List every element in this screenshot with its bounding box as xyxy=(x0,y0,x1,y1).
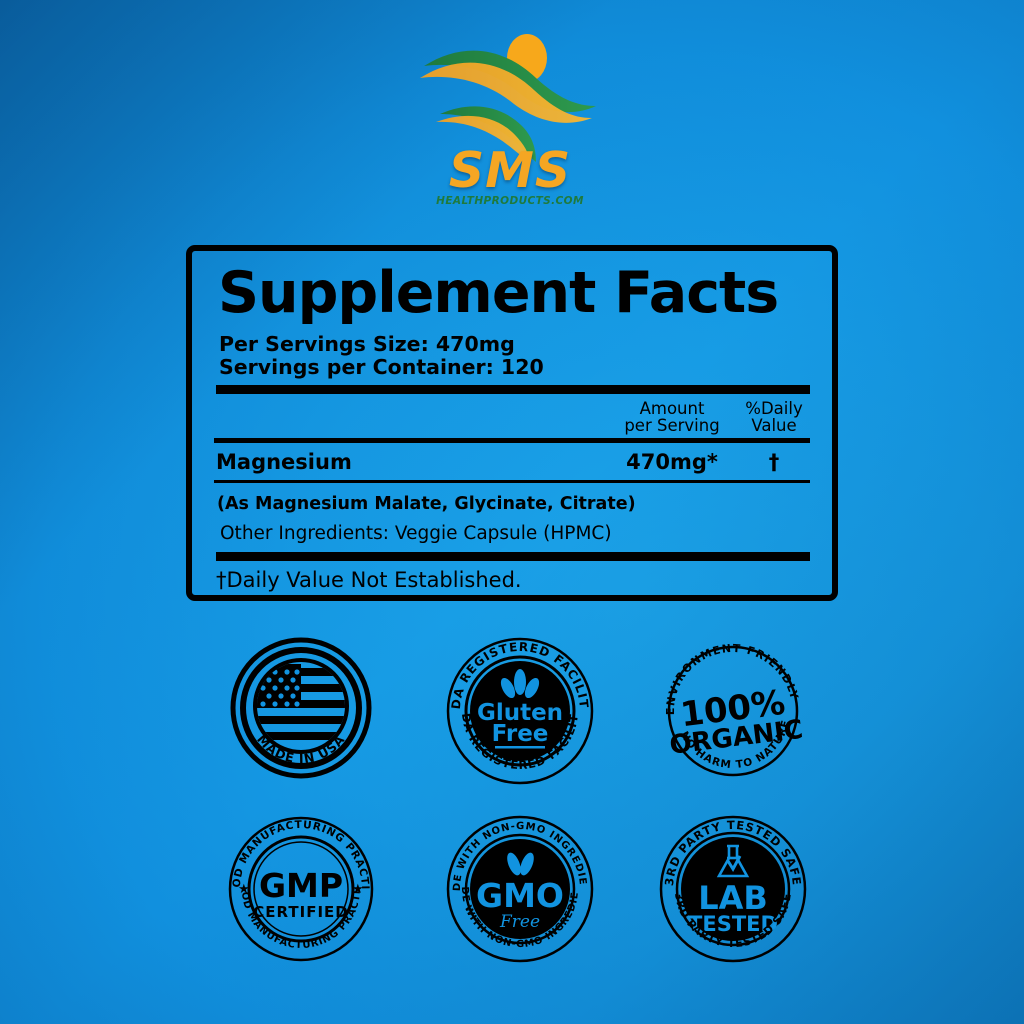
serving-info: Per Servings Size: 470mg Servings per Co… xyxy=(206,333,818,379)
footnote: †Daily Value Not Established. xyxy=(216,568,522,593)
nutrient-daily-value: † xyxy=(768,449,780,474)
source-note: (As Magnesium Malate, Glycinate, Citrate… xyxy=(217,494,636,515)
gmo-free-seal-icon: GMO Free MADE WITH NON-GMO INGREDIENTS M… xyxy=(445,814,594,963)
column-header-amount-line2: per Serving xyxy=(624,416,720,436)
badge-gmp-certified: ★ ★ GMP CERTIFIED GOOD MANUFACTURING PRA… xyxy=(226,814,376,964)
badge-lab-tested: LAB TESTED 3RD PARTY TESTED SAFE 3RD PAR… xyxy=(658,814,808,964)
leaf-icon xyxy=(500,669,540,699)
badge-main-line2: Free xyxy=(499,912,540,932)
servings-per-container: Servings per Container: 120 xyxy=(219,354,544,379)
rule-row-bottom xyxy=(214,479,810,484)
serving-size: Per Servings Size: 470mg xyxy=(219,332,515,356)
table-header-row: Amount per Serving %Daily Value xyxy=(216,400,810,435)
logo-figure-icon xyxy=(420,34,596,162)
badge-main-line2: TESTED xyxy=(688,912,778,936)
column-header-dv-line1: %Daily xyxy=(745,398,803,418)
logo-wordmark: SMS xyxy=(448,142,572,199)
badge-main-line1: Gluten xyxy=(477,700,563,726)
badge-main-line2: CERTIFIED xyxy=(253,903,348,921)
supplement-facts-panel: Supplement Facts Per Servings Size: 470m… xyxy=(186,245,838,601)
rule-bottom xyxy=(216,552,810,562)
table-row: Magnesium 470mg* † xyxy=(216,450,810,474)
rule-header-bottom xyxy=(214,437,810,443)
gluten-free-seal-icon: Gluten Free FDA REGISTERED FACILITY FDA … xyxy=(445,636,594,785)
brand-logo: SMS HEALTHPRODUCTS.COM xyxy=(410,22,610,212)
logo-tagline: HEALTHPRODUCTS.COM xyxy=(436,195,584,207)
badge-main-line1: GMP xyxy=(259,866,343,905)
star-right-icon: ★ xyxy=(352,882,364,897)
nutrient-amount: 470mg* xyxy=(626,449,718,474)
column-header-amount: Amount per Serving xyxy=(606,400,738,435)
leaf-icon xyxy=(507,852,534,876)
flask-icon xyxy=(716,844,750,878)
certification-badges: MADE IN USA Gluten Free xyxy=(208,636,844,1002)
star-left-icon: ★ xyxy=(238,882,250,897)
badge-main-line2: Free xyxy=(492,721,549,747)
badge-main-line1: LAB xyxy=(698,879,768,917)
organic-seal-icon: 100% ORGANIC ENVIRONMENT FRIENDLY NO HAR… xyxy=(658,636,805,778)
column-header-daily-value: %Daily Value xyxy=(738,400,810,435)
column-header-dv-line2: Value xyxy=(751,416,797,436)
panel-title: Supplement Facts xyxy=(218,260,779,326)
us-flag-icon: MADE IN USA xyxy=(230,637,372,779)
column-header-amount-line1: Amount xyxy=(639,398,705,418)
badge-main-line1: GMO xyxy=(476,876,564,915)
rule-top xyxy=(216,384,810,394)
lab-tested-seal-icon: LAB TESTED 3RD PARTY TESTED SAFE 3RD PAR… xyxy=(659,815,807,963)
badge-made-in-usa: MADE IN USA xyxy=(226,636,376,786)
badge-gmo-free: GMO Free MADE WITH NON-GMO INGREDIENTS M… xyxy=(445,814,595,964)
nutrient-name: Magnesium xyxy=(216,449,352,474)
badge-organic: 100% ORGANIC ENVIRONMENT FRIENDLY NO HAR… xyxy=(658,636,808,786)
badge-gluten-free: Gluten Free FDA REGISTERED FACILITY FDA … xyxy=(445,636,595,786)
other-ingredients: Other Ingredients: Veggie Capsule (HPMC) xyxy=(220,523,612,545)
gmp-seal-icon: ★ ★ GMP CERTIFIED GOOD MANUFACTURING PRA… xyxy=(226,814,374,962)
